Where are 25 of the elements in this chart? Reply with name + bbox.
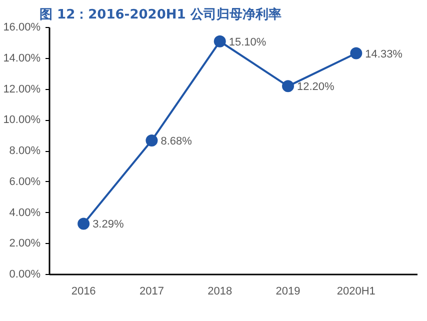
point	[146, 134, 158, 146]
y-tick-label: 2.00%	[9, 238, 41, 250]
data-label: 12.20%	[297, 81, 335, 94]
y-tick-label: 8.00%	[9, 145, 41, 157]
point	[78, 218, 90, 230]
x-tick-label: 2017	[139, 286, 164, 298]
y-tick-label: 10.00%	[3, 114, 41, 126]
x-tick-label: 2016	[71, 286, 96, 298]
x-tick-label: 2020H1	[336, 286, 376, 298]
y-tick-label: 0.00%	[9, 268, 41, 280]
point	[350, 47, 362, 60]
data-label: 14.33%	[365, 48, 403, 60]
x-tick-label: 2019	[276, 286, 300, 298]
point	[282, 80, 294, 92]
data-label: 15.10%	[228, 36, 266, 48]
data-label: 8.68%	[160, 136, 192, 148]
point	[214, 35, 226, 48]
y-tick-label: 12.00%	[3, 83, 41, 96]
y-tick-label: 4.00%	[9, 206, 41, 219]
chart-title: 图 12：2016-2020H1 公司归母净利率	[40, 6, 282, 22]
data-label: 3.29%	[92, 218, 124, 231]
y-tick-label: 14.00%	[3, 52, 41, 64]
y-tick-label: 16.00%	[3, 22, 41, 34]
y-tick-label: 6.00%	[9, 176, 41, 188]
x-tick-label: 2018	[208, 286, 232, 298]
